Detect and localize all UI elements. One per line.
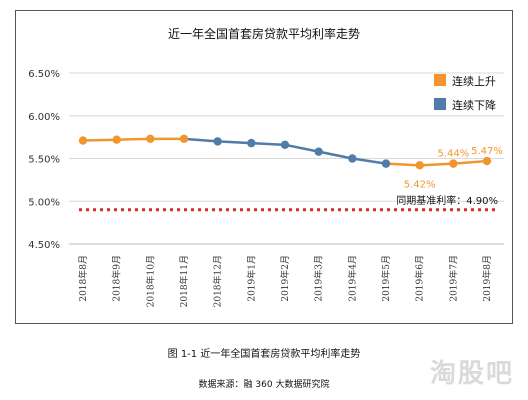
data-point xyxy=(314,147,323,156)
series-segment xyxy=(384,162,421,167)
y-tick-label: 4.50% xyxy=(28,240,60,251)
figure-caption: 图 1-1 近一年全国首套房贷款平均利率走势 xyxy=(167,349,361,360)
x-tick-label: 2018年10月 xyxy=(144,255,156,307)
y-tick-label: 5.00% xyxy=(28,197,60,208)
x-tick-label: 2019年3月 xyxy=(313,255,325,302)
data-point xyxy=(381,159,391,168)
data-label: 5.42% xyxy=(404,179,436,190)
data-point xyxy=(179,134,189,144)
data-label: 5.44% xyxy=(437,149,469,160)
data-point xyxy=(415,161,424,170)
legend-swatch xyxy=(434,98,446,110)
data-point xyxy=(112,135,121,144)
x-tick-label: 2018年8月 xyxy=(77,255,89,302)
x-tick-label: 2019年8月 xyxy=(481,255,493,302)
x-tick-label: 2018年11月 xyxy=(178,255,190,307)
data-point xyxy=(482,156,492,166)
baseline-rate-label: 同期基准利率：4.90% xyxy=(396,194,498,207)
series-segment xyxy=(418,162,455,167)
legend-label: 连续下降 xyxy=(452,98,496,112)
data-source: 数据来源：融 360 大数据研究院 xyxy=(198,380,330,390)
y-tick-label: 6.50% xyxy=(28,69,60,80)
chart-frame: 近一年全国首套房贷款平均利率走势 4.50% 5.00% 5.50% 6.00% 6.5… xyxy=(15,10,513,324)
y-axis-ticks: 4.50% 5.00% 5.50% 6.00% 6.50% xyxy=(28,69,60,251)
x-tick-label: 2019年4月 xyxy=(346,255,358,302)
x-tick-label: 2018年9月 xyxy=(111,255,123,302)
x-tick-label: 2018年12月 xyxy=(212,255,224,307)
legend-label: 连续上升 xyxy=(452,74,496,88)
y-tick-label: 6.00% xyxy=(28,112,60,123)
data-point xyxy=(78,136,88,145)
legend-swatch xyxy=(434,74,446,86)
series-segment xyxy=(452,159,489,165)
series-points xyxy=(78,134,492,170)
series-segment xyxy=(250,141,287,147)
series-segment xyxy=(216,140,253,145)
x-tick-label: 2019年5月 xyxy=(380,255,392,302)
x-tick-label: 2019年6月 xyxy=(414,255,426,302)
data-point xyxy=(247,138,256,148)
x-tick-label: 2019年2月 xyxy=(279,255,291,302)
data-point xyxy=(348,154,357,163)
y-tick-label: 5.50% xyxy=(28,155,60,166)
x-tick-label: 2019年1月 xyxy=(245,255,257,302)
series-segment xyxy=(317,150,354,160)
x-tick-label: 2019年7月 xyxy=(447,255,459,302)
reference-line-group: 同期基准利率：4.90% xyxy=(79,194,498,212)
series-segment xyxy=(115,137,152,141)
data-label: 5.47% xyxy=(471,146,503,157)
watermark-logo: 淘股吧 xyxy=(429,359,514,389)
series-segment xyxy=(283,143,320,153)
data-point xyxy=(146,134,155,144)
series-lines xyxy=(81,137,489,167)
line-chart: 近一年全国首套房贷款平均利率走势 4.50% 5.00% 5.50% 6.00% 6.5… xyxy=(28,26,504,307)
series-segment xyxy=(81,138,118,142)
x-axis-ticks: 2018年8月 2018年9月 2018年10月 2018年11月 2018年12月 20… xyxy=(77,255,493,307)
series-segment xyxy=(182,137,219,143)
data-point xyxy=(449,159,458,168)
series-segment xyxy=(351,157,388,165)
gridlines xyxy=(69,72,504,245)
data-point xyxy=(280,140,290,150)
data-point xyxy=(213,137,222,146)
data-labels: 5.42% 5.44% 5.47% xyxy=(404,146,503,190)
chart-title: 近一年全国首套房贷款平均利率走势 xyxy=(168,26,360,41)
